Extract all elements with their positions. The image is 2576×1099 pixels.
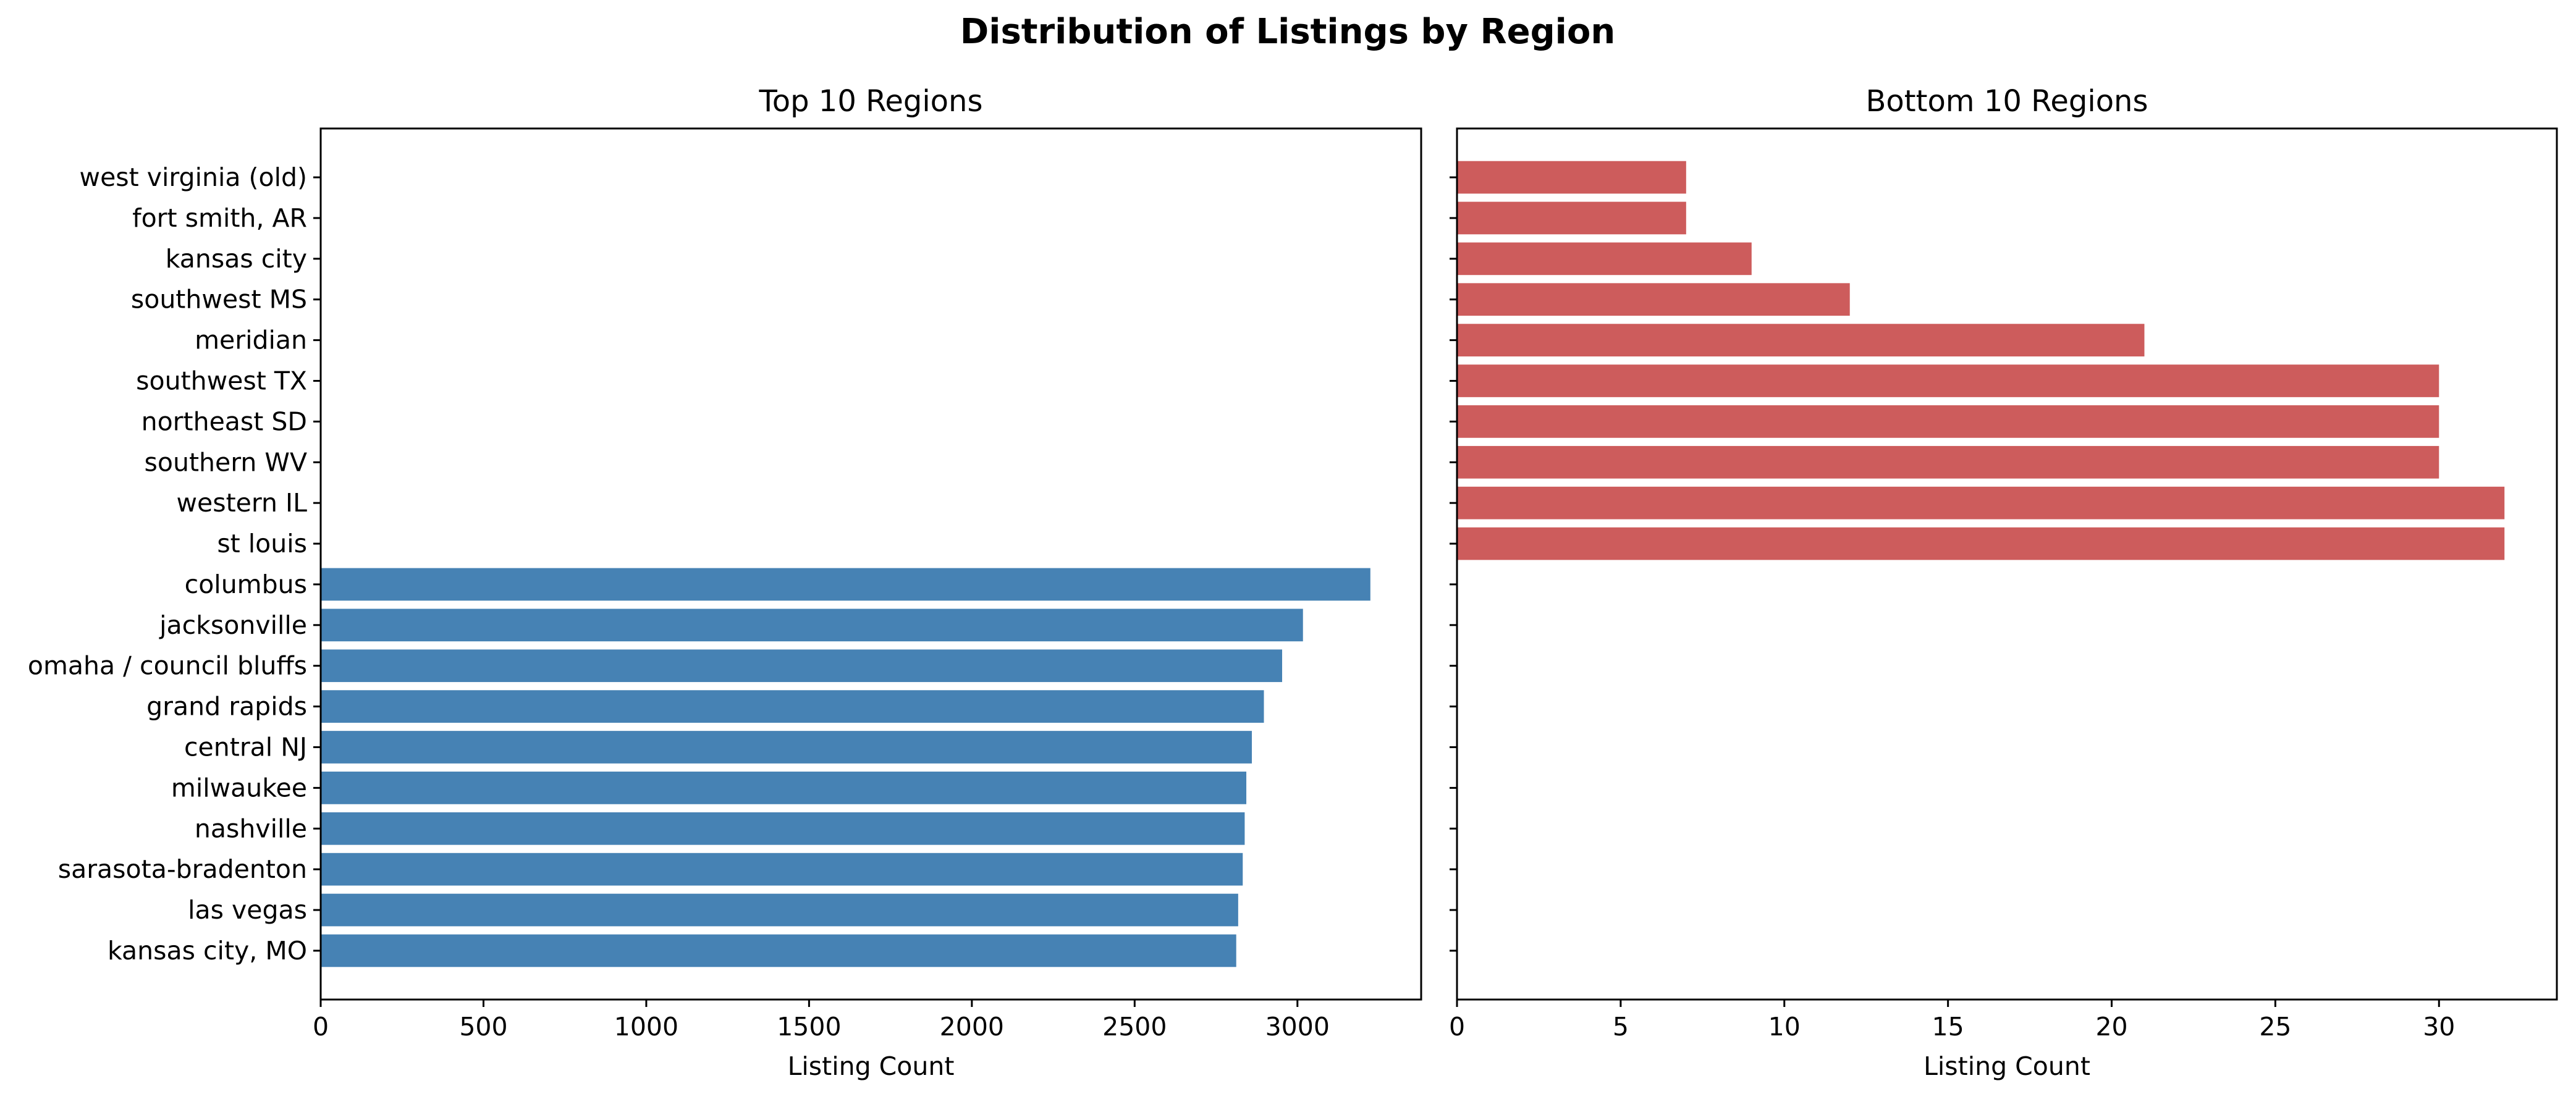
y-tick-label: southwest TX [136, 366, 307, 396]
y-tick-label: southwest MS [131, 285, 307, 314]
bar [321, 812, 1245, 845]
x-tick-label: 25 [2259, 1012, 2291, 1042]
bar [1457, 242, 1752, 276]
bar [321, 649, 1283, 683]
bar [1457, 405, 2439, 438]
y-tick-label: milwaukee [171, 773, 307, 802]
x-tick-label: 0 [313, 1012, 329, 1042]
bar [1457, 201, 1686, 235]
bar [1457, 486, 2505, 520]
bar [321, 934, 1236, 967]
y-tick-label: northeast SD [141, 406, 307, 436]
bar [1457, 161, 1686, 194]
y-tick-label: sarasota-bradenton [58, 854, 307, 884]
y-tick-label: fort smith, AR [132, 203, 307, 233]
x-tick-label: 2000 [940, 1012, 1004, 1042]
bar [321, 853, 1243, 886]
x-tick-label: 0 [1449, 1012, 1465, 1042]
x-tick-label: 20 [2095, 1012, 2127, 1042]
bar [321, 893, 1238, 927]
bar [321, 568, 1370, 601]
y-tick-label: grand rapids [146, 692, 307, 722]
bar [1457, 364, 2439, 397]
axes-frame [319, 127, 1422, 1001]
x-axis-label: Listing Count [1924, 1051, 2090, 1081]
y-tick-label: las vegas [188, 895, 307, 925]
y-tick-label: kansas city [166, 244, 307, 274]
x-axis-label: Listing Count [788, 1051, 955, 1081]
x-tick-label: 30 [2423, 1012, 2455, 1042]
y-tick-label: meridian [195, 326, 307, 355]
x-tick-label: 500 [459, 1012, 507, 1042]
bar [1457, 527, 2505, 560]
y-tick-label: western IL [176, 488, 307, 518]
axes-frame [1456, 127, 2558, 1001]
y-tick-label: jacksonville [159, 610, 307, 640]
y-tick-label: west virginia (old) [80, 162, 307, 192]
figure-title: Distribution of Listings by Region [960, 12, 1615, 52]
x-tick-label: 5 [1613, 1012, 1629, 1042]
x-tick-label: 3000 [1265, 1012, 1330, 1042]
bar [321, 731, 1252, 764]
bar [1457, 324, 2145, 356]
y-tick-label: nashville [195, 814, 307, 843]
y-tick-label: st louis [217, 529, 307, 558]
y-tick-label: columbus [185, 570, 307, 599]
y-tick-label: central NJ [184, 732, 307, 762]
y-tick-label: kansas city, MO [108, 936, 307, 966]
bar [321, 608, 1303, 642]
bar [321, 772, 1247, 804]
y-tick-label: omaha / council bluffs [28, 651, 307, 681]
bar [321, 690, 1264, 723]
subplot-title: Bottom 10 Regions [1866, 84, 2148, 119]
top-regions-panel: kansas city, MO las vegas sarasota-bradent… [28, 84, 1422, 1081]
x-tick-label: 1000 [614, 1012, 678, 1042]
subplot-title: Top 10 Regions [759, 84, 983, 119]
x-tick-label: 1500 [777, 1012, 841, 1042]
y-tick-label: southern WV [145, 447, 307, 477]
x-tick-label: 10 [1768, 1012, 1801, 1042]
bottom-regions-panel: 0 5 10 15 20 25 30 Bottom 10 Regions Listing Cou… [1449, 84, 2558, 1081]
bar [1457, 445, 2439, 479]
bar [1457, 283, 1850, 316]
x-tick-label: 15 [1932, 1012, 1964, 1042]
x-tick-label: 2500 [1102, 1012, 1167, 1042]
